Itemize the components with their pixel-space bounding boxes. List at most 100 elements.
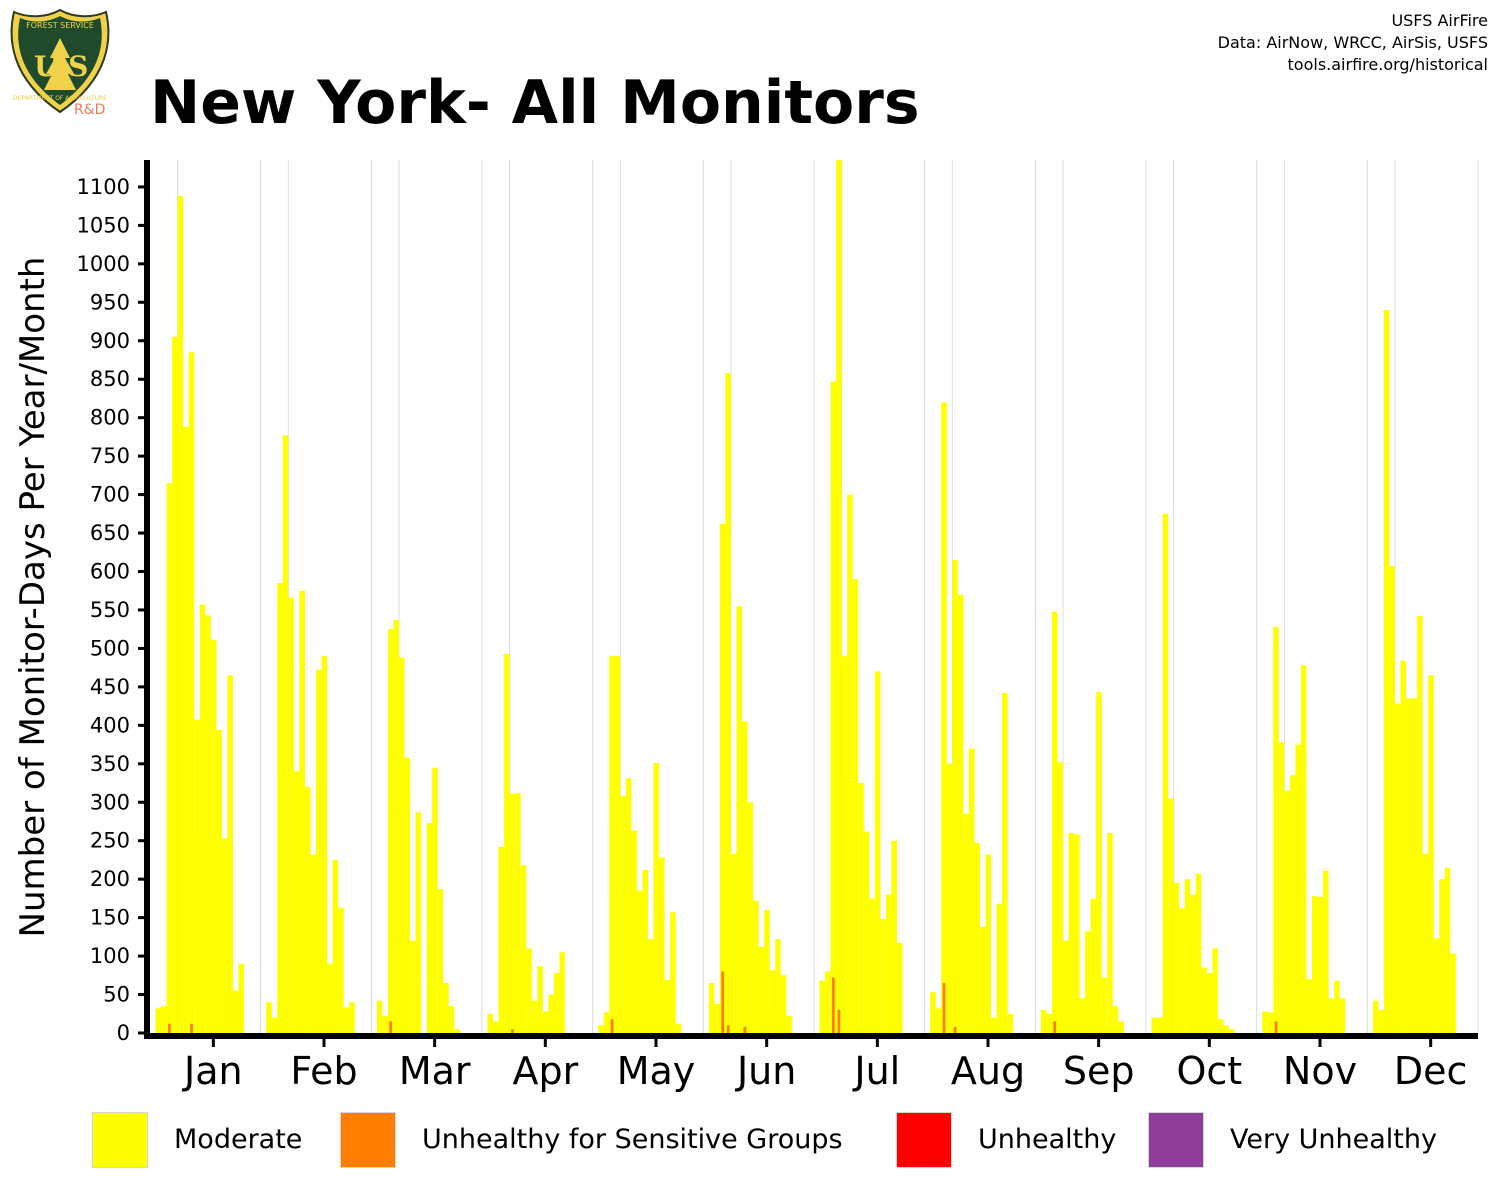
bar-moderate xyxy=(332,859,339,1033)
bar-moderate xyxy=(1096,692,1102,1033)
bar-moderate xyxy=(177,196,184,1033)
bar-moderate xyxy=(825,971,831,1033)
bar-moderate xyxy=(1002,693,1008,1033)
bar-unhealthy-for-sensitive-groups xyxy=(610,1019,614,1033)
y-tick-label: 200 xyxy=(90,867,130,891)
bar-moderate xyxy=(1317,896,1324,1033)
y-tick-label: 150 xyxy=(90,906,130,930)
bar-moderate xyxy=(559,952,565,1033)
bar-moderate xyxy=(266,1002,272,1033)
axes-layer: 0 50 100 150 200 250 300 350 400 450 500 550 600 650 7… xyxy=(77,160,1478,1093)
bar-moderate xyxy=(1151,1017,1158,1033)
bar-moderate xyxy=(708,983,715,1033)
bar-unhealthy-for-sensitive-groups xyxy=(942,983,946,1033)
credits-block: USFS AirFire Data: AirNow, WRCC, AirSis,… xyxy=(1218,10,1488,76)
bar-moderate xyxy=(742,721,748,1033)
bar-moderate xyxy=(327,963,333,1033)
y-tick-label: 1050 xyxy=(77,213,130,237)
bar-moderate xyxy=(183,426,189,1033)
tree-icon xyxy=(44,38,76,90)
bar-moderate xyxy=(493,1021,499,1033)
chart-title: New York- All Monitors xyxy=(150,68,920,138)
legend-swatch xyxy=(896,1112,952,1168)
bar-moderate xyxy=(1300,665,1307,1033)
bar-moderate xyxy=(1229,1029,1235,1033)
bar-moderate xyxy=(1173,883,1180,1033)
bar-moderate xyxy=(1201,967,1207,1033)
y-tick-label: 450 xyxy=(90,675,130,699)
bar-moderate xyxy=(1184,879,1191,1033)
bar-moderate xyxy=(636,890,643,1033)
y-tick-label: 50 xyxy=(103,983,130,1007)
bar-moderate xyxy=(199,604,206,1033)
bar-moderate xyxy=(1168,798,1174,1033)
legend-swatch xyxy=(340,1112,396,1168)
bar-unhealthy-for-sensitive-groups xyxy=(1053,1021,1057,1033)
bar-moderate xyxy=(847,494,853,1034)
bar-moderate xyxy=(1334,980,1340,1033)
bar-moderate xyxy=(310,854,316,1033)
bar-moderate xyxy=(410,940,416,1033)
bar-moderate xyxy=(642,869,648,1033)
bar-moderate xyxy=(714,1003,720,1033)
x-tick-label: Feb xyxy=(290,1049,357,1093)
bar-moderate xyxy=(1389,566,1395,1033)
bar-moderate xyxy=(941,402,947,1033)
bar-moderate xyxy=(1278,742,1285,1033)
bar-moderate xyxy=(598,1025,604,1033)
bar-moderate xyxy=(1223,1025,1229,1033)
bar-moderate xyxy=(1157,1017,1163,1033)
bar-moderate xyxy=(897,943,903,1033)
bar-unhealthy-for-sensitive-groups xyxy=(953,1026,957,1033)
bar-moderate xyxy=(161,1006,167,1033)
bar-moderate xyxy=(946,763,953,1033)
bar-moderate xyxy=(316,669,322,1033)
y-tick-label: 1000 xyxy=(77,252,130,276)
bar-moderate xyxy=(747,802,754,1033)
bar-moderate xyxy=(282,435,289,1033)
bar-moderate xyxy=(1400,660,1407,1033)
bar-moderate xyxy=(432,767,438,1033)
x-tick-label: Apr xyxy=(512,1049,578,1093)
bar-moderate xyxy=(1306,979,1312,1033)
bar-unhealthy-for-sensitive-groups xyxy=(837,1009,841,1033)
legend-label: Unhealthy for Sensitive Groups xyxy=(422,1124,843,1155)
bar-moderate xyxy=(1439,879,1445,1033)
bar-moderate xyxy=(1262,1011,1268,1033)
bar-moderate xyxy=(1107,833,1113,1033)
bar-moderate xyxy=(625,778,632,1033)
bar-moderate xyxy=(1063,940,1069,1033)
bar-moderate xyxy=(304,786,311,1033)
bar-moderate xyxy=(620,796,626,1033)
bar-moderate xyxy=(531,1000,538,1033)
bar-moderate xyxy=(520,865,527,1033)
bar-moderate xyxy=(166,483,173,1033)
y-tick-label: 750 xyxy=(90,444,130,468)
bar-moderate xyxy=(858,783,864,1033)
bar-moderate xyxy=(448,1006,455,1033)
bar-moderate xyxy=(349,1002,355,1033)
bar-moderate xyxy=(498,846,505,1033)
bar-moderate xyxy=(985,854,992,1033)
bar-moderate xyxy=(1444,867,1451,1033)
y-tick-label: 350 xyxy=(90,752,130,776)
logo-bottom-text: DEPARTMENT OF AGRICULTURE xyxy=(13,95,107,102)
bar-moderate xyxy=(609,656,615,1033)
x-tick-label: Nov xyxy=(1283,1049,1357,1093)
bar-moderate xyxy=(343,1007,350,1033)
bar-moderate xyxy=(382,1016,388,1033)
credit-line: USFS AirFire xyxy=(1391,11,1488,30)
credit-line: tools.airfire.org/historical xyxy=(1287,55,1488,74)
y-axis-label: Number of Monitor-Days Per Year/Month xyxy=(13,257,53,938)
bar-unhealthy-for-sensitive-groups xyxy=(721,971,725,1033)
bar-moderate xyxy=(725,373,731,1033)
bar-moderate xyxy=(426,823,433,1033)
x-tick-label: Aug xyxy=(951,1049,1025,1093)
bar-moderate xyxy=(1079,998,1086,1033)
bar-moderate xyxy=(731,853,737,1033)
bar-unhealthy-for-sensitive-groups xyxy=(726,1025,730,1033)
bar-moderate xyxy=(874,671,881,1033)
bar-unhealthy-for-sensitive-groups xyxy=(190,1023,193,1033)
x-tick-label: Oct xyxy=(1176,1049,1242,1093)
x-tick-label: Sep xyxy=(1063,1049,1135,1093)
